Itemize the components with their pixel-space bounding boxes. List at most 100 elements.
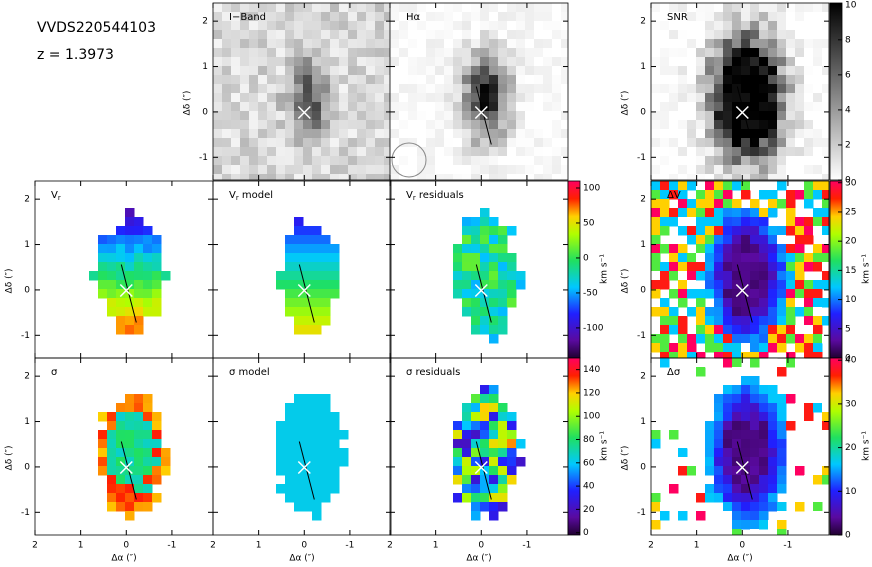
pixel (276, 12, 286, 22)
pixel (507, 156, 517, 166)
pixel (804, 48, 814, 58)
pixel (759, 217, 769, 227)
pixel (489, 21, 499, 31)
pixel (678, 334, 688, 344)
pixel (462, 147, 472, 157)
pixel (723, 289, 733, 299)
pixel (321, 129, 331, 139)
pixel (732, 253, 742, 263)
pixel (759, 129, 769, 139)
pixel (498, 403, 508, 413)
pixel (285, 138, 295, 148)
y-tick-label: 1 (24, 240, 30, 250)
pixel (732, 208, 742, 218)
pixel (489, 48, 499, 58)
pixel (408, 3, 418, 13)
pixel (417, 39, 427, 49)
pixel (786, 66, 796, 76)
pixel (651, 475, 661, 485)
pixel (390, 57, 400, 67)
pixel (267, 39, 277, 49)
pixel (426, 48, 436, 58)
pixel (705, 316, 715, 326)
pixel (507, 57, 517, 67)
pixel (651, 226, 661, 236)
pixel (285, 30, 295, 40)
pixel (723, 493, 733, 503)
pixel (366, 66, 376, 76)
pixel (813, 181, 823, 191)
colorbar-ramp (567, 357, 581, 536)
pixel (294, 75, 304, 85)
pixel (143, 430, 153, 440)
pixel (213, 129, 223, 139)
pixel (498, 84, 508, 94)
pixel (285, 466, 295, 476)
pixel (444, 48, 454, 58)
pixel (786, 138, 796, 148)
pixel (462, 493, 472, 503)
pixel (107, 253, 117, 263)
pixel (750, 475, 760, 485)
pixel (714, 280, 724, 290)
pixel (777, 39, 787, 49)
pixel (285, 57, 295, 67)
pixel (480, 84, 490, 94)
pixel (723, 325, 733, 335)
pixel (249, 57, 259, 67)
pixel (561, 48, 568, 58)
pixel (768, 334, 778, 344)
pixel (795, 289, 805, 299)
pixel (723, 174, 733, 180)
pixel (339, 138, 349, 148)
pixel (116, 298, 126, 308)
pixel (804, 352, 814, 358)
pixel (285, 165, 295, 175)
pixel (312, 3, 322, 13)
pixel (723, 226, 733, 236)
pixel (489, 93, 499, 103)
pixel (795, 57, 805, 67)
pixel (759, 403, 769, 413)
pixel (498, 457, 508, 467)
pixel (231, 93, 241, 103)
pixel (768, 190, 778, 200)
pixel (134, 403, 144, 413)
pixel (116, 430, 126, 440)
pixel (660, 358, 670, 368)
pixel (768, 129, 778, 139)
pixel (678, 12, 688, 22)
pixel (507, 48, 517, 58)
pixel (312, 412, 322, 422)
pixel (498, 57, 508, 67)
pixel (453, 147, 463, 157)
pixel (258, 174, 268, 180)
pixel (507, 12, 517, 22)
pixel (804, 403, 814, 413)
pixel (759, 39, 769, 49)
pixel (498, 235, 508, 245)
pixel (660, 457, 670, 467)
pixel (651, 253, 661, 263)
pixel (660, 147, 670, 157)
colorbar-tick-label: 0 (845, 176, 851, 186)
pixel (321, 120, 331, 130)
pixel (231, 48, 241, 58)
pixel (357, 12, 367, 22)
pixel (507, 439, 517, 449)
pixel (348, 75, 358, 85)
pixel (408, 39, 418, 49)
pixel (705, 334, 715, 344)
pixel (768, 466, 778, 476)
pixel (687, 3, 697, 13)
pixel (276, 21, 286, 31)
pixel (489, 385, 499, 395)
pixel (453, 165, 463, 175)
pixel (795, 298, 805, 308)
pixel (759, 84, 769, 94)
pixel (750, 165, 760, 175)
pixel (669, 316, 679, 326)
pixel (768, 21, 778, 31)
pixel (705, 120, 715, 130)
pixel (750, 120, 760, 130)
